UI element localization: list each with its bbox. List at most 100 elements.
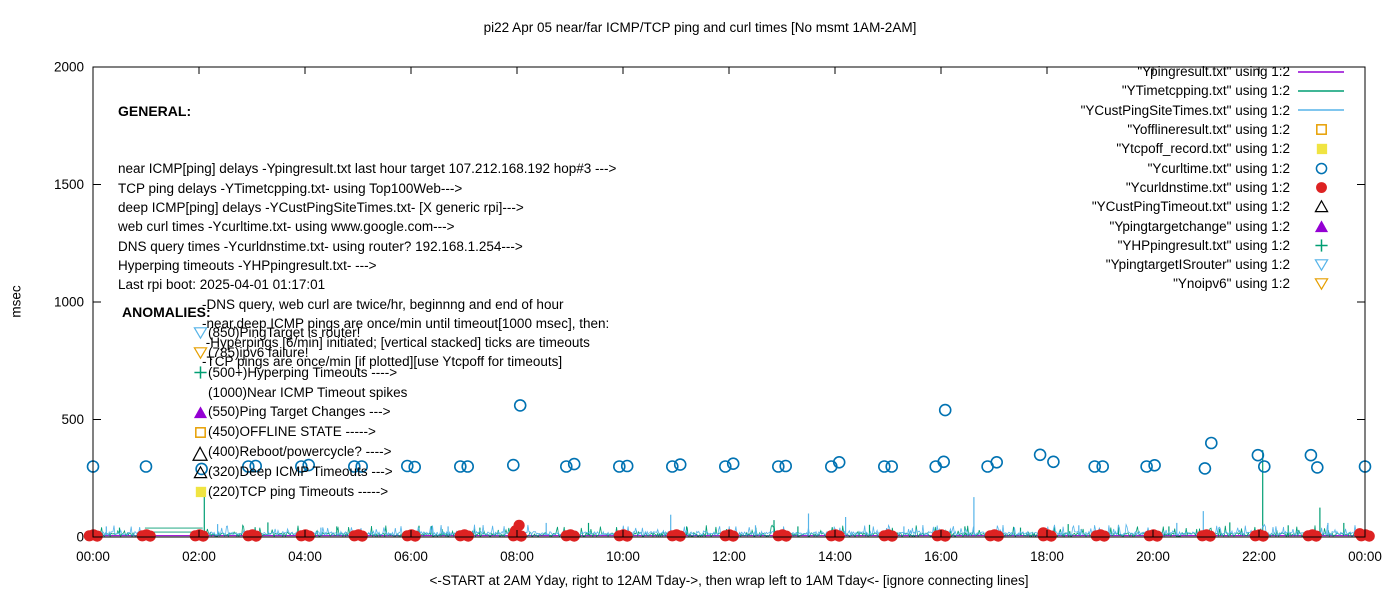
dns-point [1037, 527, 1049, 539]
curl-point [673, 458, 687, 471]
line-icon [1298, 70, 1344, 73]
legend-label: "YpingtargetISrouter" using 1:2 [1105, 257, 1290, 273]
legend-entry: "Ynoipv6" using 1:2 [980, 274, 1352, 293]
x-tick-label: 00:00 [1348, 549, 1382, 564]
legend-symbol [1290, 199, 1352, 214]
legend-label: "Ypingtargetchange" using 1:2 [1109, 218, 1290, 234]
x-tick-label: 12:00 [712, 549, 746, 564]
square-open-icon [194, 426, 206, 438]
legend-entry: "YpingtargetISrouter" using 1:2 [980, 255, 1352, 274]
x-tick-label: 04:00 [288, 549, 322, 564]
line-icon [1298, 109, 1344, 112]
x-tick-label: 06:00 [394, 549, 428, 564]
dns-point [727, 530, 739, 542]
curl-point [1198, 462, 1212, 475]
line-icon [1298, 90, 1344, 92]
curl-point [355, 460, 369, 473]
legend-label: "YHPpingresult.txt" using 1:2 [1117, 237, 1290, 253]
dns-point [1204, 530, 1216, 542]
legend-entry: "Ypingtargetchange" using 1:2 [980, 216, 1352, 235]
curl-time-points [86, 399, 1372, 476]
curl-point [453, 460, 467, 473]
dns-point [674, 530, 686, 542]
curl-point [832, 455, 846, 469]
anomaly-item: (850)PingTarget is router! [192, 323, 407, 343]
square-filled-icon [195, 487, 206, 498]
dns-point [568, 530, 580, 542]
dns-point [833, 530, 845, 542]
legend-entry: "Ytcpoff_record.txt" using 1:2 [980, 139, 1352, 158]
x-tick-label: 16:00 [924, 549, 958, 564]
curl-point [249, 459, 262, 473]
triangle-down-open-icon [1313, 259, 1329, 272]
dns-point [303, 530, 315, 542]
dns-point [197, 530, 209, 542]
legend-symbol [1290, 219, 1352, 234]
triangle-down-open-icon [192, 347, 208, 360]
legend-entry: "YCustPingTimeout.txt" using 1:2 [980, 197, 1352, 216]
anomalies-items: (850)PingTarget is router! (785)ipv6 fail… [192, 323, 407, 502]
circle-open-icon [1315, 162, 1327, 174]
circle-filled-icon [1315, 181, 1327, 193]
chart-title: pi22 Apr 05 near/far ICMP/TCP ping and c… [483, 20, 917, 35]
dns-point [144, 530, 156, 542]
anomaly-item: (450)OFFLINE STATE -----> [192, 422, 407, 442]
axes-layer: 00:00 02:00 04:00 06:00 08:00 10:00 12:00 14:00… [54, 60, 1382, 565]
anomaly-item: (500+)Hyperping Timeouts ----> [192, 363, 407, 383]
anomaly-item: (220)TCP ping Timeouts -----> [192, 482, 407, 502]
anomaly-symbol [192, 405, 208, 420]
anomaly-symbol [192, 445, 208, 460]
x-axis-label: <-START at 2AM Yday, right to 12AM Tday-… [429, 573, 1029, 588]
dns-point [939, 530, 951, 542]
curl-point [1088, 460, 1101, 473]
curl-point [779, 459, 793, 473]
dns-point [1363, 530, 1375, 542]
general-line: DNS query times -Ycurldnstime.txt- using… [118, 238, 523, 254]
anomaly-text: (850)PingTarget is router! [208, 324, 361, 340]
curl-point [1047, 455, 1060, 469]
curl-point [408, 460, 422, 474]
x-tick-label: 14:00 [818, 549, 852, 564]
timeout-triangle-point [192, 446, 209, 461]
legend-symbol [1290, 122, 1352, 137]
y-tick-label: 500 [61, 412, 84, 427]
legend-symbol [1290, 85, 1352, 97]
legend: "Ypingresult.txt" using 1:2 "YTimetcpping… [980, 62, 1352, 294]
curl-point [1251, 448, 1265, 462]
dns-point [780, 530, 792, 542]
general-lines: near ICMP[ping] delays -Ypingresult.txt … [118, 159, 616, 371]
y-tick-label: 1000 [54, 295, 84, 310]
general-line: deep ICMP[ping] delays -YCustPingSiteTim… [118, 200, 524, 216]
curl-point [302, 458, 316, 472]
legend-label: "Ytcpoff_record.txt" using 1:2 [1116, 141, 1290, 157]
curl-point [567, 457, 581, 471]
curl-point [1258, 460, 1271, 473]
anomaly-symbol [192, 345, 208, 360]
anomaly-item: (400)Reboot/powercycle? ----> [192, 442, 407, 462]
general-line: Hyperping timeouts -YHPpingresult.txt- -… [118, 257, 377, 273]
curl-point [885, 460, 899, 473]
anomalies-heading: ANOMALIES: [122, 304, 211, 320]
curl-point [559, 460, 573, 473]
curl-point [665, 460, 679, 473]
legend-entry: "Ypingresult.txt" using 1:2 [980, 62, 1352, 81]
triangle-up-open-icon [1313, 199, 1329, 213]
square-filled-icon [1316, 144, 1327, 155]
anomaly-text: (1000)Near ICMP Timeout spikes [208, 384, 408, 400]
anomaly-text: (550)Ping Target Changes ---> [208, 404, 391, 420]
legend-label: "YTimetcpping.txt" using 1:2 [1121, 83, 1290, 99]
general-line: Last rpi boot: 2025-04-01 01:17:01 [118, 277, 326, 293]
x-tick-label: 20:00 [1136, 549, 1170, 564]
curl-point [347, 460, 361, 473]
curl-point [294, 460, 308, 473]
dns-point [1098, 530, 1110, 542]
general-line: web curl times -Ycurltime.txt- using www… [118, 219, 455, 235]
legend-label: "YCustPingSiteTimes.txt" using 1:2 [1080, 102, 1290, 118]
legend-entry: "YHPpingresult.txt" using 1:2 [980, 236, 1352, 255]
anomaly-symbol [192, 365, 208, 380]
anomaly-text: (220)TCP ping Timeouts -----> [208, 484, 389, 500]
curl-point [400, 459, 414, 473]
curl-point [195, 462, 208, 476]
curl-point [1311, 461, 1324, 474]
